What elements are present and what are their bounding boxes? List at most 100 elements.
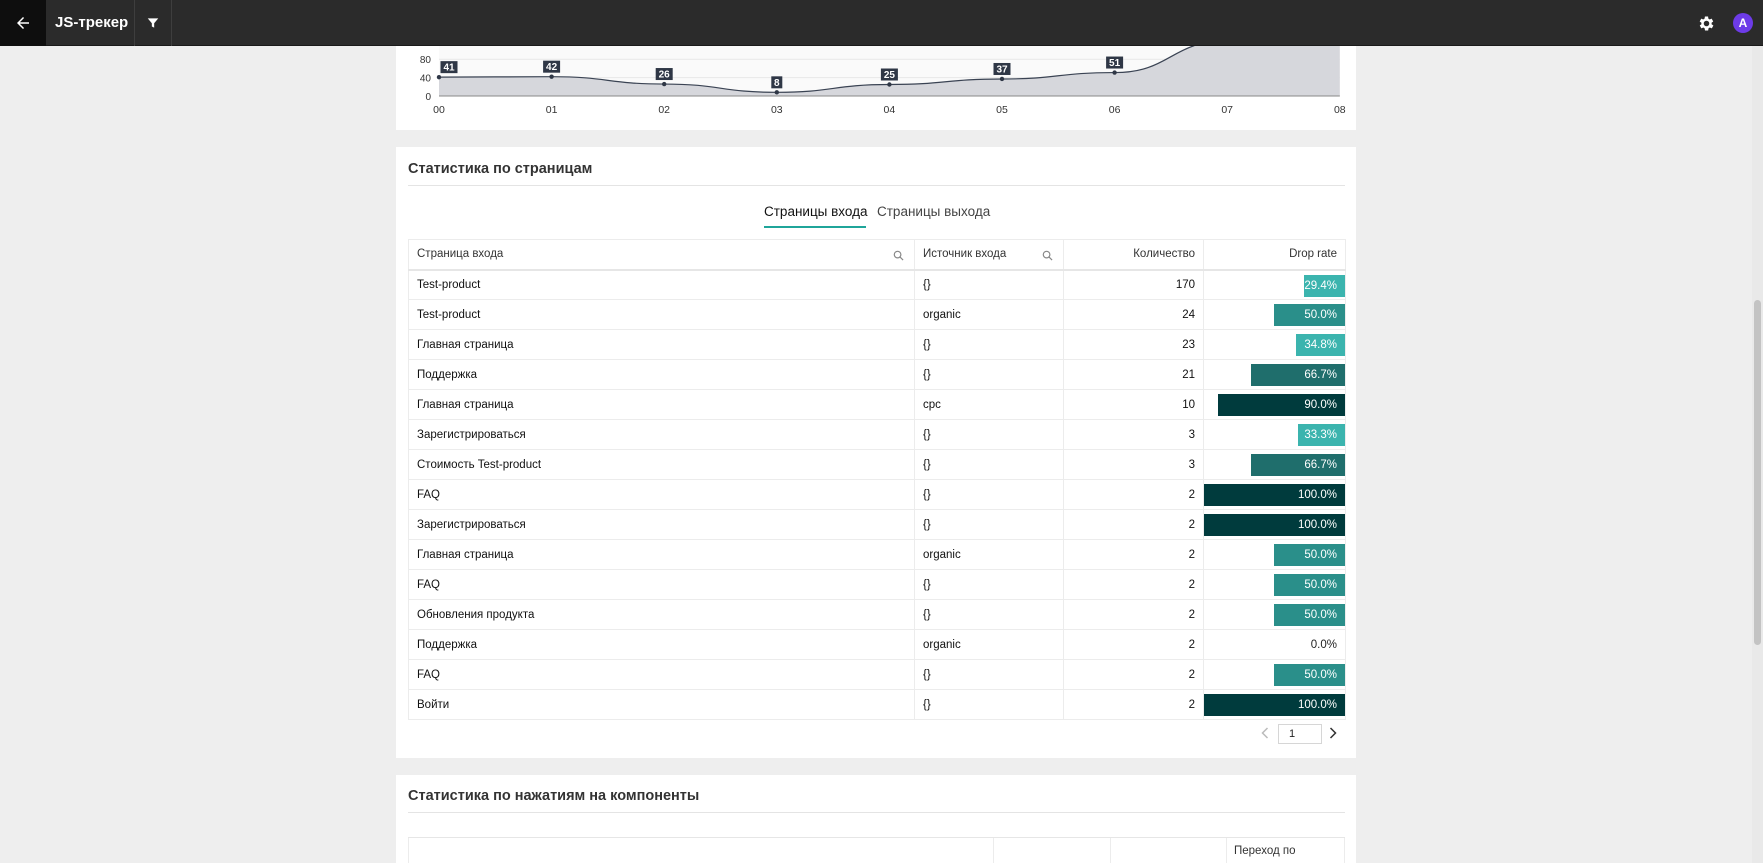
scrollbar[interactable] <box>1752 46 1763 863</box>
data-label-box <box>655 68 673 81</box>
pagination-next-button[interactable] <box>1326 725 1340 741</box>
search-icon[interactable] <box>1042 250 1053 261</box>
cell-page: Обновления продукта <box>408 599 915 630</box>
cell-page: Поддержка <box>408 629 915 660</box>
data-label-box <box>993 62 1011 75</box>
cell-count: 2 <box>1063 569 1204 600</box>
data-label: 51 <box>1109 58 1121 69</box>
active-tab-indicator <box>764 226 866 228</box>
arrow-left-icon <box>17 17 29 29</box>
drop-rate-bar <box>1296 334 1345 356</box>
filter-button[interactable] <box>138 0 168 46</box>
cell-count: 23 <box>1063 329 1204 360</box>
settings-button[interactable] <box>1694 11 1718 35</box>
tab-exit-pages[interactable]: Страницы выхода <box>877 204 991 219</box>
cell-drop-rate: 90.0% <box>1203 389 1346 420</box>
cell-source: cpc <box>914 389 1064 420</box>
table-header-row: Страница входа Источник входа Количество… <box>408 239 1346 271</box>
chevron-left-icon <box>1261 727 1269 739</box>
column-header-label: Страница входа <box>417 248 504 261</box>
column-header-source: Источник входа <box>914 239 1064 271</box>
series-area <box>439 46 1340 96</box>
table-row: FAQ{} 2 100.0% <box>408 479 1346 510</box>
cell-page: Главная страница <box>408 389 915 420</box>
column-header-drop-rate[interactable]: Drop rate <box>1203 239 1346 271</box>
divider <box>134 0 135 46</box>
data-point <box>1112 70 1117 75</box>
column-header: Переход по <box>1226 838 1345 863</box>
drop-rate-value: 50.0% <box>1304 309 1337 321</box>
avatar[interactable]: A <box>1733 13 1753 33</box>
drop-rate-value: 50.0% <box>1304 609 1337 621</box>
cell-count: 10 <box>1063 389 1204 420</box>
pagination-prev-button[interactable] <box>1258 725 1272 741</box>
cell-count: 2 <box>1063 599 1204 630</box>
table-row: Главная страница{} 23 34.8% <box>408 329 1346 360</box>
cell-source: organic <box>914 629 1064 660</box>
column-header-count[interactable]: Количество <box>1063 239 1204 271</box>
x-tick-label: 07 <box>1221 104 1233 116</box>
cell-page: Главная страница <box>408 539 915 570</box>
drop-rate-bar <box>1251 454 1345 476</box>
drop-rate-bar <box>1204 484 1345 506</box>
drop-rate-bar <box>1204 694 1345 716</box>
divider <box>171 0 172 46</box>
cell-source: {} <box>914 599 1064 630</box>
data-label: 37 <box>996 64 1008 75</box>
x-tick-label: 01 <box>546 104 558 116</box>
cell-source: {} <box>914 509 1064 540</box>
data-label: 25 <box>884 70 896 81</box>
table-row: Войти{} 2 100.0% <box>408 689 1346 720</box>
cell-drop-rate: 34.8% <box>1203 329 1346 360</box>
cell-drop-rate: 0.0% <box>1203 629 1346 660</box>
cell-drop-rate: 50.0% <box>1203 569 1346 600</box>
cell-count: 24 <box>1063 299 1204 330</box>
data-label: 41 <box>443 63 455 74</box>
drop-rate-bar <box>1204 514 1345 536</box>
drop-rate-value: 0.0% <box>1310 639 1337 651</box>
back-button[interactable] <box>0 0 46 46</box>
drop-rate-value: 29.4% <box>1304 279 1337 292</box>
cell-count: 2 <box>1063 479 1204 510</box>
cell-page: FAQ <box>408 659 915 690</box>
drop-rate-value: 50.0% <box>1304 579 1337 591</box>
search-icon[interactable] <box>893 250 904 261</box>
section-title: Статистика по страницам <box>408 161 593 177</box>
table-row: Стоимость Test-product{} 3 66.7% <box>408 449 1346 480</box>
tab-entry-pages[interactable]: Страницы входа <box>764 204 868 219</box>
cell-page: FAQ <box>408 569 915 600</box>
drop-rate-bar <box>1274 664 1345 686</box>
cell-count: 3 <box>1063 419 1204 450</box>
y-tick-label: 80 <box>420 55 432 66</box>
section-title: Статистика по нажатиям на компоненты <box>408 788 700 804</box>
table-row: Главная страница organic 2 50.0% <box>408 539 1346 570</box>
hourly-chart-panel: 80 40 0 00 01 02 03 04 05 06 07 08 41 42 26 8 25 37 51 <box>396 46 1356 130</box>
drop-rate-value: 34.8% <box>1304 339 1337 351</box>
entry-pages-table: Страница входа Источник входа Количество… <box>408 239 1346 720</box>
data-label-box <box>440 61 458 74</box>
data-label-box <box>1106 56 1124 69</box>
cell-drop-rate: 29.4% <box>1203 269 1346 300</box>
x-tick-label: 05 <box>996 104 1008 116</box>
divider <box>408 812 1345 813</box>
cell-count: 2 <box>1063 659 1204 690</box>
hourly-area-chart: 80 40 000 01 02 03 04 05 06 07 08 41 42 26 8 25 37 51 <box>420 46 1346 116</box>
cell-page: Зарегистрироваться <box>408 509 915 540</box>
drop-rate-value: 100.0% <box>1297 489 1337 501</box>
data-label-box <box>543 60 561 73</box>
pagination-page-input[interactable] <box>1278 724 1322 744</box>
drop-rate-value: 50.0% <box>1304 549 1337 561</box>
column-header: К <box>993 838 1110 863</box>
x-tick-label: 03 <box>771 104 783 116</box>
data-label: 42 <box>546 62 558 73</box>
component-clicks-panel: Статистика по нажатиям на компоненты С К… <box>396 775 1356 863</box>
table-row: FAQ{} 2 50.0% <box>408 569 1346 600</box>
table-row: Test-product organic 24 50.0% <box>408 299 1346 330</box>
data-label: 26 <box>659 70 671 81</box>
cell-page: Войти <box>408 689 915 720</box>
data-label-box <box>880 68 898 81</box>
cell-source: {} <box>914 659 1064 690</box>
scrollbar-thumb[interactable] <box>1754 300 1761 645</box>
data-point <box>887 82 892 87</box>
drop-rate-bar <box>1304 274 1345 297</box>
